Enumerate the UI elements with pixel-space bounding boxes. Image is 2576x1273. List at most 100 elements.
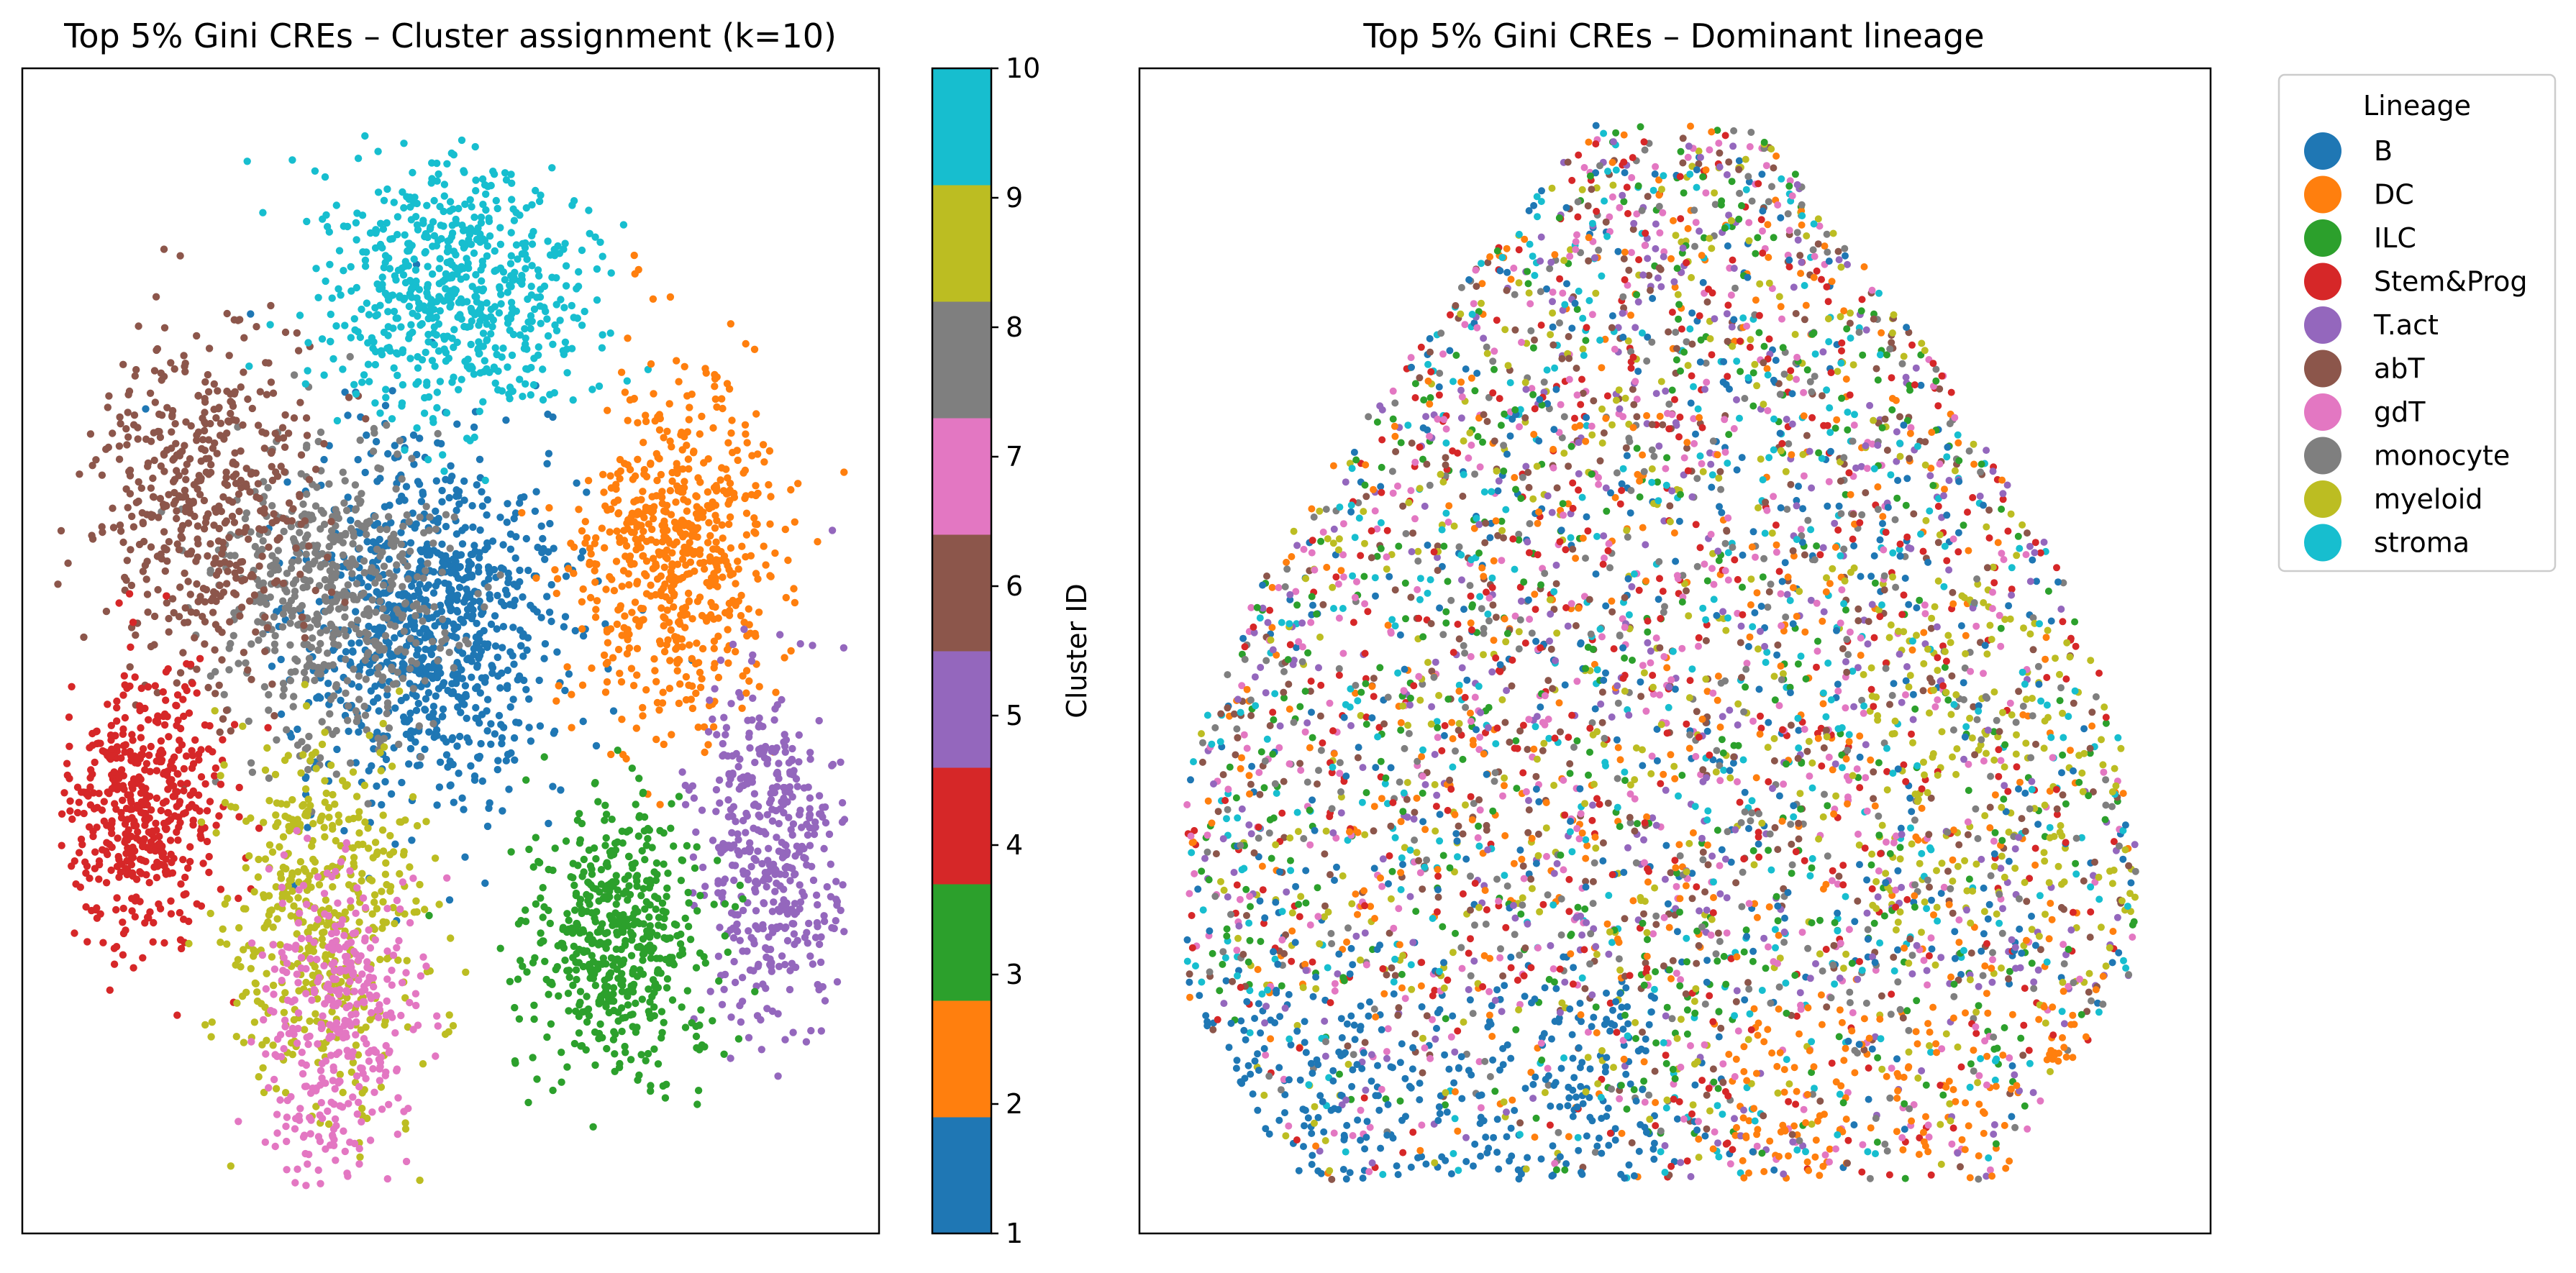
cluster-point — [352, 390, 360, 398]
cluster-point — [497, 291, 505, 298]
cluster-point — [352, 219, 360, 227]
cluster-point — [301, 680, 309, 688]
cluster-point — [341, 388, 349, 396]
cluster-point — [760, 828, 768, 836]
cluster-point — [438, 498, 446, 506]
cluster-point — [475, 568, 483, 576]
cluster-point — [89, 827, 97, 836]
cluster-point — [250, 888, 258, 896]
cluster-point — [294, 919, 303, 927]
cluster-point — [356, 436, 364, 444]
cluster-point — [406, 863, 414, 871]
cluster-point — [472, 703, 480, 712]
cluster-point — [443, 874, 451, 882]
cluster-point — [254, 873, 263, 881]
cluster-point — [325, 606, 333, 614]
cluster-point — [365, 926, 373, 934]
cluster-point — [352, 283, 360, 292]
cluster-point — [353, 596, 361, 603]
cluster-point — [147, 838, 155, 847]
cluster-point — [450, 625, 458, 634]
cluster-point — [127, 806, 135, 813]
cluster-point — [334, 285, 342, 293]
cluster-point — [75, 798, 83, 806]
cluster-point — [557, 786, 565, 794]
cluster-point — [342, 529, 350, 538]
cluster-point — [668, 468, 676, 477]
cluster-point — [278, 977, 286, 985]
cluster-point — [393, 450, 401, 458]
cluster-point — [281, 443, 289, 451]
cluster-point — [616, 455, 624, 464]
cluster-point — [655, 551, 664, 559]
cluster-point — [193, 689, 201, 697]
cluster-point — [365, 378, 373, 385]
cluster-point — [260, 444, 268, 452]
cluster-point — [314, 693, 323, 701]
cluster-point — [412, 706, 421, 714]
cluster-point — [193, 665, 201, 673]
cluster-point — [314, 293, 322, 301]
cluster-point — [694, 724, 702, 731]
cluster-point — [511, 509, 520, 517]
cluster-point — [773, 834, 780, 841]
cluster-point — [760, 900, 768, 908]
cluster-point — [397, 1011, 405, 1020]
cluster-point — [637, 604, 645, 613]
cluster-point — [181, 467, 189, 475]
cluster-point — [478, 610, 486, 619]
cluster-point — [269, 981, 278, 990]
cluster-point — [791, 598, 799, 607]
cluster-point — [176, 450, 184, 457]
cluster-point — [349, 539, 357, 548]
cluster-point — [475, 350, 483, 357]
cluster-point — [217, 939, 224, 946]
cluster-point — [329, 355, 337, 363]
cluster-point — [165, 733, 173, 741]
cluster-point — [170, 475, 179, 483]
cluster-point — [302, 1082, 311, 1090]
cluster-point — [414, 646, 422, 654]
cluster-point — [145, 879, 153, 887]
cluster-point — [384, 513, 393, 521]
cluster-point — [552, 327, 561, 334]
cluster-point — [93, 914, 101, 922]
cluster-point — [397, 529, 405, 537]
cluster-point — [193, 580, 201, 588]
cluster-point — [364, 583, 372, 590]
cluster-point — [610, 498, 619, 506]
cluster-point — [267, 378, 276, 386]
cluster-point — [339, 1088, 347, 1097]
cluster-point — [585, 206, 593, 214]
cluster-point — [86, 744, 94, 752]
cluster-point — [752, 491, 760, 500]
cluster-point — [219, 715, 227, 723]
cluster-point — [237, 476, 245, 485]
cluster-point — [371, 683, 379, 690]
cluster-point — [255, 581, 263, 590]
cluster-point — [361, 934, 369, 942]
cluster-point — [262, 359, 270, 367]
cluster-point — [242, 817, 250, 826]
cluster-point — [177, 880, 185, 888]
cluster-point — [242, 864, 250, 872]
cluster-point — [296, 493, 304, 501]
cluster-point — [232, 561, 240, 570]
cluster-point — [706, 696, 714, 704]
cluster-point — [688, 782, 697, 790]
cluster-point — [583, 534, 591, 542]
cluster-point — [365, 731, 373, 739]
cluster-point — [485, 566, 493, 574]
cluster-point — [495, 309, 504, 317]
cluster-point — [355, 639, 363, 647]
cluster-point — [291, 1179, 299, 1187]
cluster-point — [395, 497, 404, 505]
cluster-point — [205, 868, 213, 877]
cluster-point — [545, 819, 552, 828]
cluster-point — [837, 758, 845, 767]
cluster-point — [394, 1094, 402, 1102]
cluster-point — [321, 575, 329, 584]
cluster-point — [746, 744, 754, 752]
cluster-point — [751, 520, 760, 528]
cluster-point — [342, 689, 350, 697]
